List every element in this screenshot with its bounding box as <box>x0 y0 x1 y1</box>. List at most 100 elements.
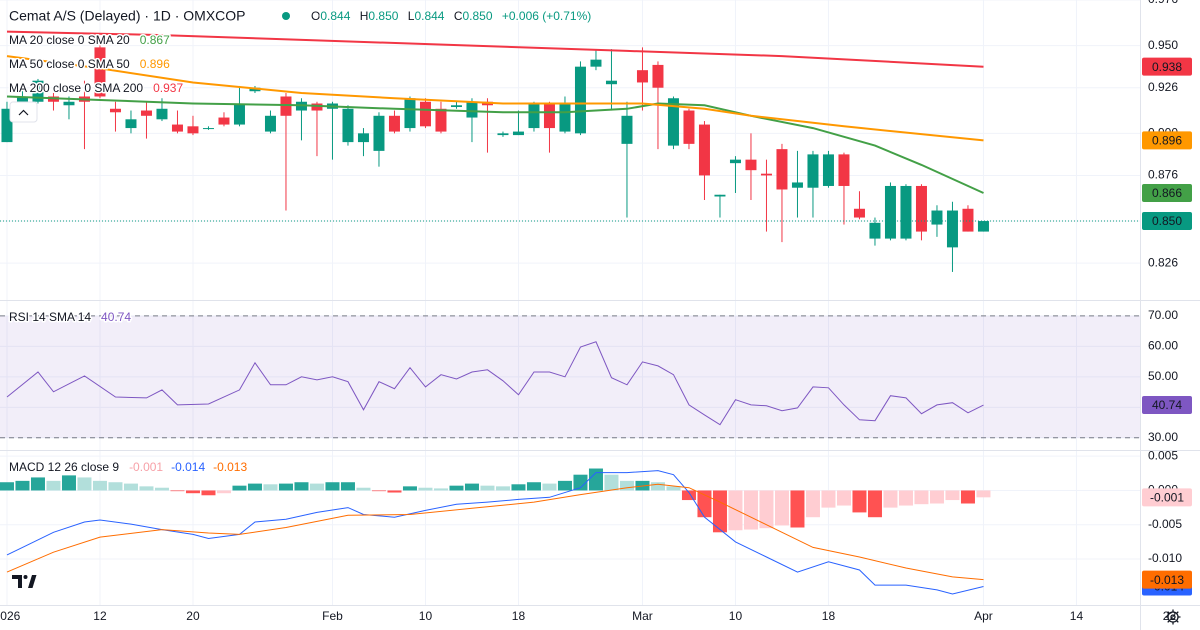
candle-body <box>667 98 679 146</box>
macd-histogram-bar <box>464 483 479 491</box>
collapse-legend-button[interactable] <box>9 101 38 123</box>
y-tick-label: 0.876 <box>1148 168 1178 182</box>
macd-histogram-bar <box>185 490 200 494</box>
y-tick-label: 0.926 <box>1148 80 1178 94</box>
rsi-band <box>0 315 1140 438</box>
macd-histogram-bar <box>790 490 805 528</box>
macd-histogram-bar <box>356 487 371 491</box>
candle-body <box>652 64 664 88</box>
x-tick-label: Mar <box>632 609 653 623</box>
macd-histogram-bar <box>526 482 541 491</box>
macd-histogram-bar <box>170 490 185 492</box>
macd-histogram-bar <box>759 490 774 529</box>
candle-body <box>946 210 958 248</box>
macd-histogram-bar <box>201 490 216 496</box>
ohlc-value: 0.844 <box>320 9 350 23</box>
market-status-dot[interactable] <box>282 12 290 20</box>
tradingview-logo[interactable] <box>12 575 37 588</box>
ma-legend-value: 0.896 <box>140 57 170 71</box>
macd-histogram-bar <box>805 490 820 518</box>
candle-body <box>1 108 13 143</box>
x-tick-label: 18 <box>512 609 526 623</box>
price-badge <box>1142 212 1192 231</box>
macd-histogram-bar <box>697 490 712 518</box>
macd-histogram-bar <box>15 480 30 491</box>
macd-histogram-bar <box>232 485 247 491</box>
macd-histogram-bar <box>495 486 510 491</box>
candle-body <box>63 101 75 106</box>
y-tick-label: 30.00 <box>1148 430 1178 444</box>
macd-histogram-bar <box>898 490 913 506</box>
x-tick-label: 20 <box>186 609 200 623</box>
ma-legend-name: MA 200 close 0 SMA 200 <box>9 81 143 95</box>
price-badge-label: 0.850 <box>1152 214 1182 228</box>
candle-body <box>32 80 44 102</box>
candle-body <box>884 185 896 239</box>
macd-histogram-bar <box>573 474 588 491</box>
macd-histogram-bar <box>371 490 386 492</box>
macd-histogram-bar <box>557 480 572 491</box>
candle-body <box>822 154 834 186</box>
macd-histogram-bar <box>123 483 138 491</box>
macd-histogram-bar <box>681 490 696 501</box>
symbol-title[interactable]: Cemat A/S (Delayed) · 1D · OMXCOP <box>8 6 248 25</box>
macd-histogram-bar <box>728 490 743 531</box>
candle-body <box>264 115 276 132</box>
ma-legend-name: MA 20 close 0 SMA 20 <box>9 33 130 47</box>
macd-histogram-value: -0.001 <box>129 460 163 474</box>
y-tick-label: 0.826 <box>1148 255 1178 269</box>
candle-body <box>543 103 555 129</box>
ma-legend[interactable]: MA 50 close 0 SMA 50 0.896 <box>8 56 172 73</box>
macd-histogram-bar <box>61 475 76 491</box>
rsi-legend-name: RSI 14 SMA 14 <box>9 310 91 324</box>
candle-body <box>140 110 152 116</box>
candle-body <box>528 103 540 129</box>
candle-body <box>233 103 245 125</box>
indicator-line <box>6 483 984 581</box>
ohlc-value: 0.844 <box>414 9 444 23</box>
candle-body <box>853 208 865 218</box>
price-badge <box>1142 57 1192 76</box>
candle-body <box>16 96 28 106</box>
candle-body <box>109 108 121 113</box>
macd-histogram-bar <box>604 474 619 491</box>
macd-histogram-bar <box>139 486 154 491</box>
y-tick-label: -0.005 <box>1148 517 1182 531</box>
y-tick-label: 60.00 <box>1148 339 1178 353</box>
candle-body <box>962 208 974 232</box>
macd-histogram-bar <box>945 490 960 501</box>
candle-body <box>450 105 462 108</box>
macd-histogram-bar <box>511 484 526 491</box>
x-tick-label: Apr <box>974 609 993 623</box>
candle-body <box>636 70 648 83</box>
x-tick-label: 10 <box>419 609 433 623</box>
macd-histogram-bar <box>883 490 898 508</box>
candle-body <box>435 108 447 132</box>
candle-body <box>202 128 214 130</box>
ohlc-key: O <box>311 9 320 23</box>
macd-histogram-bar <box>542 483 557 491</box>
candle-body <box>559 103 571 132</box>
price-badge <box>1142 570 1192 589</box>
macd-legend-name: MACD 12 26 close 9 <box>9 460 119 474</box>
ma-legend[interactable]: MA 20 close 0 SMA 20 0.867 <box>8 32 172 49</box>
candle-body <box>512 131 524 136</box>
rsi-legend-value: 40.74 <box>101 310 131 324</box>
ma-legend[interactable]: MA 200 close 0 SMA 200 0.937 <box>8 80 185 97</box>
candle-body <box>342 108 354 143</box>
macd-histogram-bar <box>92 480 107 491</box>
ma-legend-value: 0.937 <box>153 81 183 95</box>
macd-histogram-bar <box>650 482 665 491</box>
macd-legend[interactable]: MACD 12 26 close 9 -0.001 -0.014 -0.013 <box>8 459 249 476</box>
indicator-line <box>6 341 984 426</box>
price-badge <box>1142 131 1192 150</box>
macd-histogram-bar <box>433 488 448 491</box>
macd-line-value: -0.014 <box>171 460 205 474</box>
macd-histogram-bar <box>402 486 417 491</box>
rsi-legend[interactable]: RSI 14 SMA 14 40.74 <box>8 309 133 326</box>
macd-histogram-bar <box>960 490 975 504</box>
settings-gear[interactable] <box>1165 609 1181 625</box>
candle-body <box>311 103 323 111</box>
